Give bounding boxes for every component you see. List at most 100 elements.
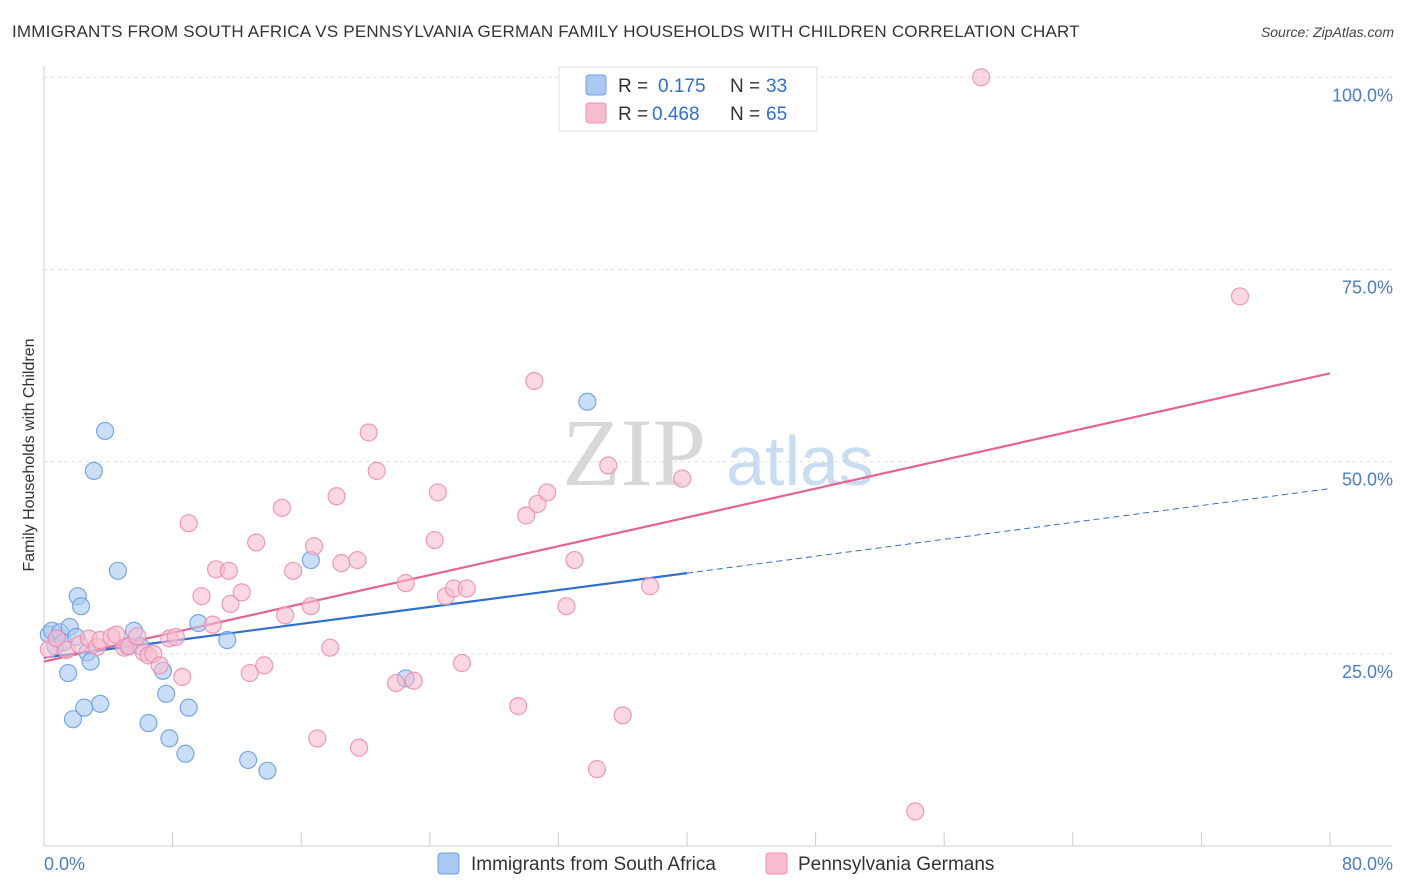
point-pennsylvania-german bbox=[173, 667, 192, 687]
legend-r-value: 0.175 bbox=[658, 76, 706, 97]
point-south-africa bbox=[218, 630, 237, 650]
trend-line-south-africa-extension bbox=[686, 488, 1331, 574]
series-label-pennsylvania-germans: Pennsylvania Germans bbox=[798, 854, 994, 875]
chart-title: IMMIGRANTS FROM SOUTH AFRICA VS PENNSYLV… bbox=[12, 22, 1080, 41]
point-pennsylvania-german bbox=[332, 554, 351, 573]
x-tick-label: 0.0% bbox=[44, 854, 85, 874]
point-south-africa bbox=[108, 561, 128, 580]
point-south-africa bbox=[239, 750, 258, 770]
point-pennsylvania-german bbox=[349, 738, 369, 757]
series-swatch-blue bbox=[437, 852, 460, 875]
point-pennsylvania-german bbox=[276, 606, 295, 625]
point-pennsylvania-german bbox=[240, 663, 259, 683]
point-pennsylvania-german bbox=[452, 653, 472, 673]
point-pennsylvania-german bbox=[557, 597, 576, 616]
trend-line-south-africa bbox=[43, 572, 688, 659]
point-pennsylvania-german bbox=[321, 638, 340, 657]
watermark-zip: ZIP bbox=[562, 399, 706, 506]
point-pennsylvania-german bbox=[425, 530, 444, 550]
point-south-africa bbox=[578, 392, 597, 411]
gridlines bbox=[44, 76, 1392, 655]
point-pennsylvania-german bbox=[150, 656, 169, 675]
point-pennsylvania-german bbox=[221, 594, 240, 613]
point-pennsylvania-german bbox=[232, 583, 251, 602]
point-pennsylvania-german bbox=[304, 537, 324, 556]
point-pennsylvania-german bbox=[428, 483, 447, 502]
point-pennsylvania-german bbox=[599, 456, 618, 475]
point-pennsylvania-german bbox=[128, 627, 147, 646]
point-pennsylvania-german bbox=[348, 550, 367, 570]
point-pennsylvania-german bbox=[525, 371, 544, 391]
point-pennsylvania-german bbox=[107, 625, 126, 644]
point-pennsylvania-german bbox=[284, 561, 303, 580]
point-pennsylvania-german bbox=[386, 673, 406, 693]
point-pennsylvania-german bbox=[219, 561, 238, 580]
point-pennsylvania-german bbox=[1230, 287, 1250, 306]
point-pennsylvania-german bbox=[247, 533, 266, 552]
point-pennsylvania-german bbox=[906, 802, 925, 821]
trend-lines bbox=[43, 372, 1331, 663]
point-south-africa bbox=[63, 710, 83, 729]
legend-r-value: 0.468 bbox=[652, 104, 700, 125]
point-pennsylvania-german bbox=[327, 487, 346, 506]
point-pennsylvania-german bbox=[587, 760, 607, 779]
point-pennsylvania-german bbox=[457, 579, 476, 598]
y-tick-label: 75.0% bbox=[1342, 278, 1393, 298]
point-pennsylvania-german bbox=[517, 506, 536, 525]
point-south-africa bbox=[139, 713, 158, 733]
point-pennsylvania-german bbox=[538, 483, 557, 502]
point-south-africa bbox=[91, 694, 110, 713]
point-pennsylvania-german bbox=[272, 498, 292, 517]
axes: 25.0% 50.0% 75.0% 100.0% 0.0% 80.0% bbox=[43, 66, 1393, 874]
point-pennsylvania-german bbox=[509, 697, 528, 716]
point-south-africa bbox=[179, 698, 198, 717]
point-south-africa bbox=[59, 663, 78, 683]
y-tick-label: 50.0% bbox=[1342, 470, 1393, 490]
point-pennsylvania-german bbox=[203, 615, 222, 634]
point-pennsylvania-german bbox=[396, 574, 415, 593]
watermark-atlas: atlas bbox=[726, 422, 874, 500]
point-pennsylvania-german bbox=[192, 587, 211, 606]
series-swatch-pink bbox=[765, 852, 788, 875]
y-axis-label: Family Households with Children bbox=[21, 339, 38, 572]
point-pennsylvania-german bbox=[404, 671, 423, 690]
point-south-africa bbox=[84, 461, 103, 481]
watermark: ZIP atlas bbox=[562, 399, 874, 506]
point-pennsylvania-german bbox=[972, 68, 991, 87]
legend-n-label: N = bbox=[730, 76, 760, 97]
point-pennsylvania-german bbox=[179, 514, 198, 533]
legend-r-label: R = bbox=[618, 76, 648, 97]
point-pennsylvania-german bbox=[565, 550, 584, 570]
legend-n-value: 65 bbox=[766, 104, 787, 125]
point-south-africa bbox=[160, 729, 179, 748]
legend-r-label: R = bbox=[618, 104, 648, 125]
legend-swatch-blue bbox=[585, 74, 607, 96]
point-south-africa bbox=[95, 421, 115, 441]
point-south-africa bbox=[258, 761, 277, 780]
x-tick-label: 80.0% bbox=[1342, 854, 1393, 874]
point-pennsylvania-german bbox=[166, 627, 185, 647]
point-pennsylvania-german bbox=[301, 597, 320, 616]
source-label: Source: ZipAtlas.com bbox=[1260, 24, 1394, 40]
y-tick-label: 25.0% bbox=[1342, 662, 1393, 682]
legend-swatch-pink bbox=[585, 102, 607, 124]
point-pennsylvania-german bbox=[308, 729, 327, 748]
point-south-africa bbox=[75, 698, 94, 717]
series-legend: Immigrants from South Africa Pennsylvani… bbox=[437, 852, 994, 875]
legend-n-label: N = bbox=[730, 104, 760, 125]
point-south-africa bbox=[71, 597, 91, 616]
trend-line-pennsylvania-german bbox=[43, 372, 1331, 663]
legend: R = 0.175 N = 33 R = 0.468 N = 65 bbox=[558, 66, 818, 132]
data-points bbox=[39, 68, 1250, 821]
legend-n-value: 33 bbox=[766, 76, 787, 97]
point-south-africa bbox=[157, 684, 176, 703]
point-south-africa bbox=[176, 744, 195, 763]
point-pennsylvania-german bbox=[367, 461, 386, 481]
series-label-south-africa: Immigrants from South Africa bbox=[471, 854, 716, 875]
point-pennsylvania-german bbox=[255, 656, 274, 675]
point-pennsylvania-german bbox=[640, 577, 660, 596]
point-pennsylvania-german bbox=[359, 423, 378, 442]
y-tick-label: 100.0% bbox=[1332, 85, 1393, 105]
point-pennsylvania-german bbox=[673, 469, 692, 488]
